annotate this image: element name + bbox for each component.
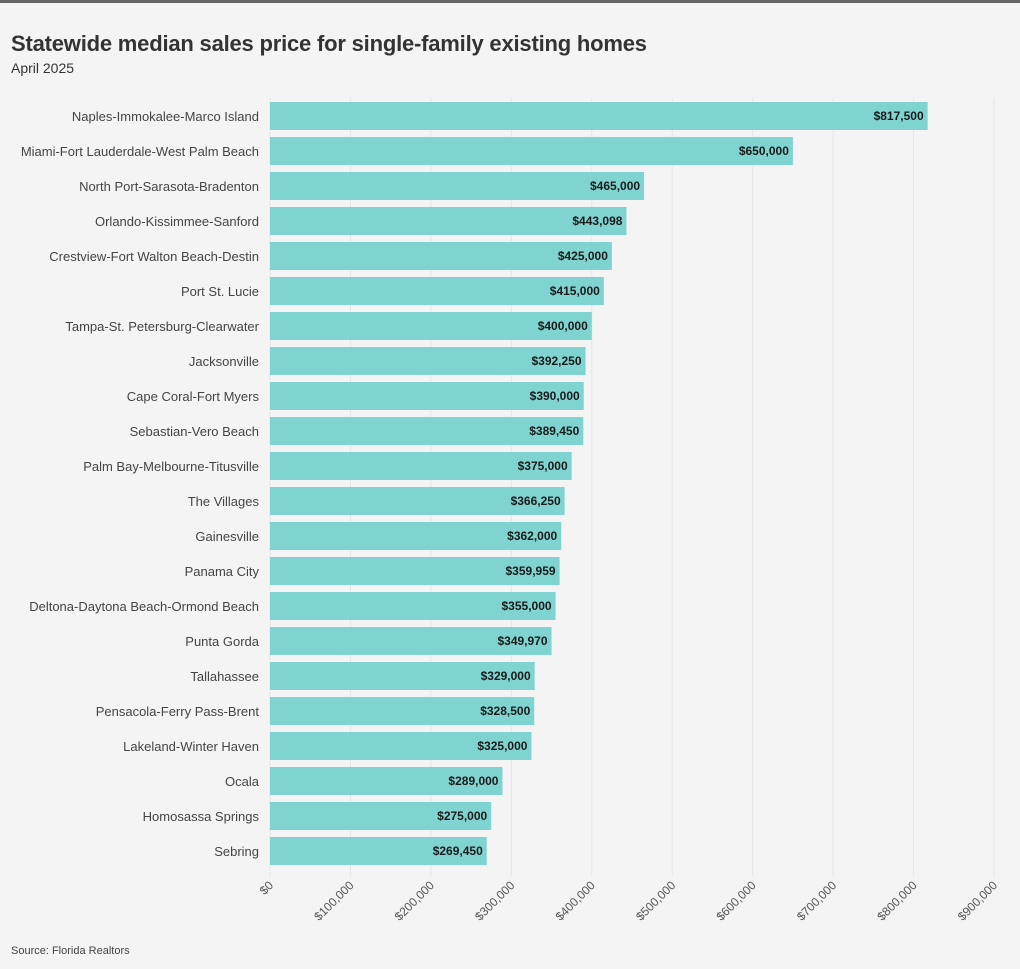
category-label: Panama City	[185, 564, 260, 579]
category-label: Orlando-Kissimmee-Sanford	[95, 214, 259, 229]
bar	[270, 207, 627, 235]
category-label: Ocala	[225, 774, 260, 789]
category-label: Miami-Fort Lauderdale-West Palm Beach	[21, 144, 259, 159]
value-label: $275,000	[437, 809, 487, 823]
bar	[270, 697, 535, 725]
value-label: $390,000	[530, 389, 580, 403]
bar	[270, 592, 556, 620]
bar	[270, 767, 503, 795]
value-label: $650,000	[739, 144, 789, 158]
x-tick-label: $100,000	[311, 878, 357, 924]
bar	[270, 382, 584, 410]
value-label: $366,250	[511, 494, 561, 508]
x-tick-label: $200,000	[392, 878, 438, 924]
category-label: North Port-Sarasota-Bradenton	[79, 179, 259, 194]
x-tick-label: $400,000	[553, 878, 599, 924]
value-label: $389,450	[529, 424, 579, 438]
category-label: Crestview-Fort Walton Beach-Destin	[49, 249, 259, 264]
x-tick-label: $800,000	[874, 878, 920, 924]
x-tick-label: $0	[257, 878, 277, 898]
category-label: Tampa-St. Petersburg-Clearwater	[65, 319, 259, 334]
value-label: $425,000	[558, 249, 608, 263]
category-label: Lakeland-Winter Haven	[123, 739, 259, 754]
value-labels: $817,500 $650,000 $465,000 $443,098 $425,000…	[433, 109, 924, 858]
value-label: $289,000	[448, 774, 498, 788]
category-label: Palm Bay-Melbourne-Titusville	[83, 459, 259, 474]
bar	[270, 732, 532, 760]
category-label: Sebastian-Vero Beach	[130, 424, 259, 439]
bar	[270, 417, 584, 445]
x-tick-label: $600,000	[713, 878, 759, 924]
bar	[270, 102, 928, 130]
value-label: $359,959	[506, 564, 556, 578]
bar	[270, 277, 604, 305]
bar	[270, 837, 487, 865]
bars	[270, 102, 928, 865]
source-note: Source: Florida Realtors	[11, 945, 130, 957]
x-tick-label: $700,000	[794, 878, 840, 924]
x-tick-label: $900,000	[955, 878, 1001, 924]
bar	[270, 172, 645, 200]
category-label: Pensacola-Ferry Pass-Brent	[96, 704, 260, 719]
bar	[270, 557, 560, 585]
category-label: Sebring	[214, 844, 259, 859]
x-axis-tick-labels: $0 $100,000 $200,000 $300,000 $400,000 $500,0…	[257, 878, 1001, 924]
x-tick-label: $300,000	[472, 878, 518, 924]
value-label: $443,098	[572, 214, 622, 228]
value-label: $465,000	[590, 179, 640, 193]
value-label: $269,450	[433, 844, 483, 858]
category-label: Homosassa Springs	[143, 809, 260, 824]
bar	[270, 312, 592, 340]
top-border	[0, 0, 1020, 3]
value-label: $392,250	[531, 354, 581, 368]
value-label: $415,000	[550, 284, 600, 298]
bar	[270, 627, 552, 655]
value-label: $329,000	[481, 669, 531, 683]
bar	[270, 487, 565, 515]
category-label: Gainesville	[195, 529, 259, 544]
value-label: $328,500	[480, 704, 530, 718]
value-label: $817,500	[874, 109, 924, 123]
category-label: Naples-Immokalee-Marco Island	[72, 109, 259, 124]
bar	[270, 347, 586, 375]
value-label: $400,000	[538, 319, 588, 333]
chart-title: Statewide median sales price for single-…	[11, 31, 647, 56]
value-label: $375,000	[518, 459, 568, 473]
bar	[270, 242, 612, 270]
bar	[270, 662, 535, 690]
category-label: Port St. Lucie	[181, 284, 259, 299]
category-labels: Naples-Immokalee-Marco Island Miami-Fort …	[21, 109, 260, 859]
bar	[270, 802, 492, 830]
value-label: $325,000	[477, 739, 527, 753]
category-label: Tallahassee	[190, 669, 259, 684]
value-label: $362,000	[507, 529, 557, 543]
value-label: $349,970	[497, 634, 547, 648]
category-label: Deltona-Daytona Beach-Ormond Beach	[29, 599, 259, 614]
bar	[270, 452, 572, 480]
bar	[270, 137, 793, 165]
category-label: The Villages	[188, 494, 260, 509]
chart-subtitle: April 2025	[11, 60, 75, 76]
bar	[270, 522, 562, 550]
x-tick-label: $500,000	[633, 878, 679, 924]
category-label: Cape Coral-Fort Myers	[127, 389, 260, 404]
value-label: $355,000	[502, 599, 552, 613]
category-label: Jacksonville	[189, 354, 259, 369]
category-label: Punta Gorda	[185, 634, 259, 649]
